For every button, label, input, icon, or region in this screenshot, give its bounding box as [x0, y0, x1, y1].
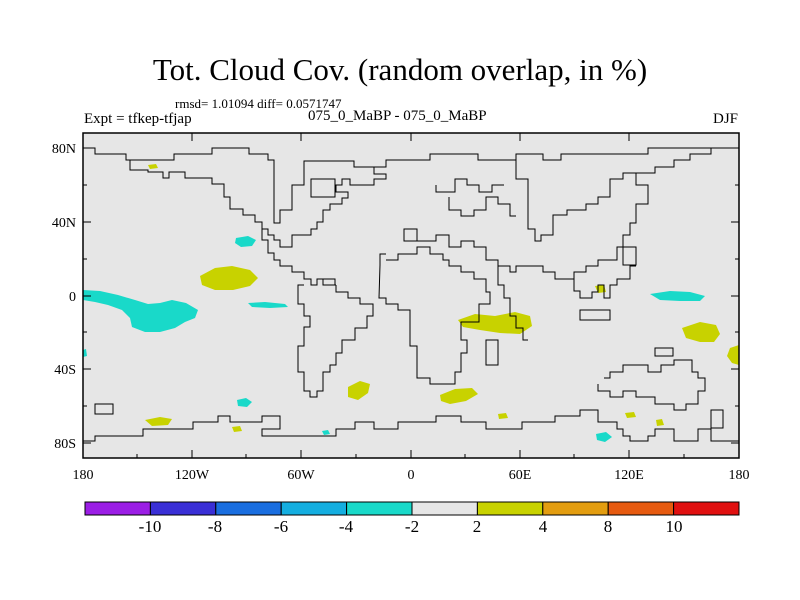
colorbar-swatch: [149, 501, 217, 516]
patch-yellow-2: [458, 312, 532, 334]
lat-label-40s: 40S: [54, 363, 76, 378]
patch-cyan-2: [248, 302, 288, 308]
lon-label-180e: 180: [729, 468, 750, 483]
patch-yellow-1: [200, 266, 258, 290]
experiment-label: Expt = tfkep-tfjap: [84, 111, 192, 127]
lat-label-80n: 80N: [52, 142, 76, 157]
colorbar-label: 4: [539, 517, 548, 536]
patch-yellow-12: [498, 413, 508, 419]
coast-arctic-islands: [435, 178, 504, 193]
coast-australia: [597, 359, 706, 411]
colorbar-label: 2: [473, 517, 482, 536]
patch-cyan-7: [83, 349, 87, 357]
coast-central-america: [261, 229, 336, 286]
coast-eurasia-2: [515, 160, 636, 242]
island-madagascar: [485, 339, 499, 366]
patch-pacific-cyan: [83, 290, 198, 332]
coast-north-america: [129, 160, 387, 248]
rmsd-diff-stats: rmsd= 1.01094 diff= 0.0571747: [175, 96, 342, 111]
lat-axis: [83, 147, 739, 444]
difference-patches: [83, 164, 739, 442]
patch-yellow-5: [348, 381, 370, 400]
coast-se-asia: [573, 265, 636, 299]
lon-label-120e: 120E: [614, 468, 644, 483]
colorbar-swatch: [346, 501, 413, 516]
island-japan: [622, 246, 637, 266]
island-greenland: [310, 178, 336, 198]
colorbar-label: 8: [604, 517, 613, 536]
colorbar-label: -8: [208, 517, 222, 536]
colorbar-swatch: [673, 501, 740, 516]
colorbar-label: 10: [666, 517, 683, 536]
lon-axis: [136, 133, 685, 458]
patch-yellow-6: [440, 388, 478, 404]
patch-yellow-3: [682, 322, 720, 342]
coast-africa: [378, 246, 491, 385]
colorbar: [84, 501, 740, 516]
patch-yellow-13: [148, 164, 158, 169]
island-caribbean: [322, 278, 336, 286]
patch-yellow-11: [656, 419, 664, 426]
island-nz: [710, 409, 724, 429]
coast-south-america: [297, 284, 374, 398]
colorbar-label: -4: [339, 517, 354, 536]
colorbar-swatch: [542, 501, 609, 516]
island-antarctic-peninsula: [94, 403, 114, 415]
lat-label-0: 0: [69, 290, 76, 305]
coast-antarctica: [83, 409, 739, 442]
patch-cyan-1: [235, 236, 256, 247]
season-label: DJF: [712, 111, 738, 127]
map-background: [83, 133, 739, 458]
colorbar-swatch: [84, 501, 151, 516]
island-indonesia: [579, 309, 611, 321]
colorbar-swatch: [476, 501, 544, 516]
patch-yellow-10: [625, 412, 636, 418]
colorbar-label: -6: [274, 517, 288, 536]
coast-scandinavia: [448, 196, 516, 217]
island-new-guinea: [654, 347, 674, 357]
patch-cyan-6: [322, 430, 330, 435]
island-uk: [403, 228, 418, 242]
patch-yellow-7: [145, 417, 172, 426]
coastlines: [83, 147, 739, 442]
patch-cyan-4: [237, 398, 252, 407]
lon-label-180w: 180: [73, 468, 94, 483]
patch-yellow-4: [727, 345, 739, 365]
lon-label-120w: 120W: [175, 468, 210, 483]
colorbar-label: -10: [139, 517, 162, 536]
lat-label-40n: 40N: [52, 216, 76, 231]
coast-eurasia: [403, 148, 712, 280]
comparison-label: 075_0_MaBP - 075_0_MaBP: [308, 108, 487, 124]
coast-arctic: [83, 147, 739, 224]
patch-cyan-3: [650, 291, 705, 301]
map-title: Tot. Cloud Cov. (random overlap, in %): [152, 52, 648, 87]
patch-cyan-5: [596, 432, 612, 442]
colorbar-swatch: [607, 501, 675, 516]
colorbar-swatch: [215, 501, 282, 516]
colorbar-swatch: [411, 501, 478, 516]
lon-label-0: 0: [408, 468, 415, 483]
lat-label-80s: 80S: [54, 437, 76, 452]
colorbar-label: -2: [405, 517, 419, 536]
lon-label-60e: 60E: [509, 468, 532, 483]
colorbar-swatch: [280, 501, 348, 516]
coast-arabia: [497, 266, 528, 341]
lon-label-60w: 60W: [287, 468, 315, 483]
patch-yellow-8: [232, 426, 242, 432]
